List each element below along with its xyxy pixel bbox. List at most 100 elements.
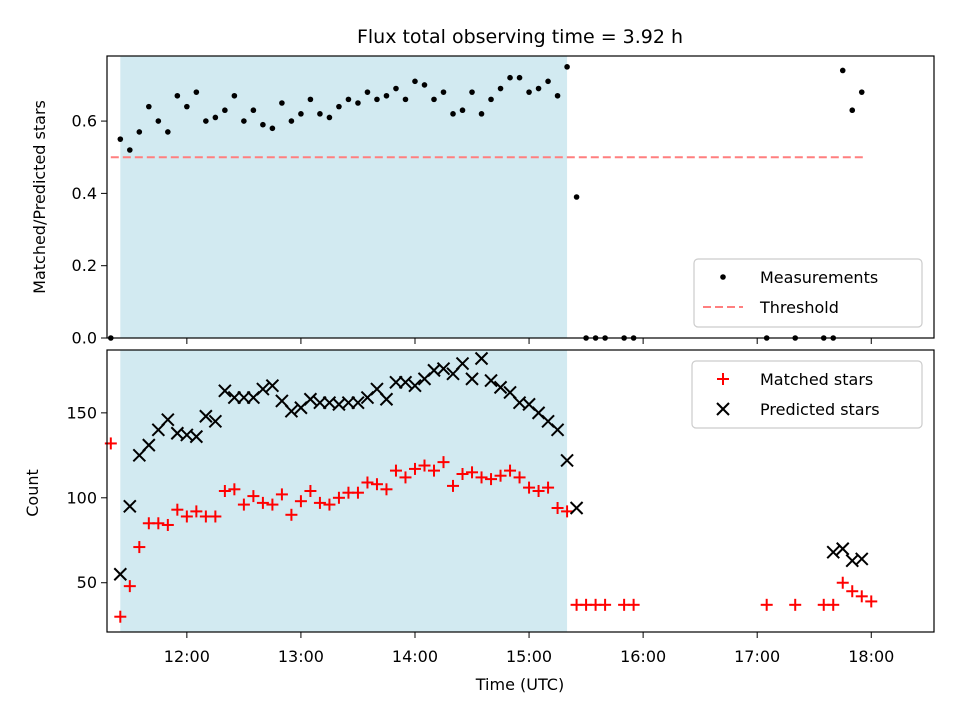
measurement-point xyxy=(516,74,523,81)
matched-stars-point xyxy=(551,501,564,514)
measurement-point xyxy=(554,92,561,99)
x-tick-label: 18:00 xyxy=(848,647,894,666)
matched-stars-point xyxy=(123,580,136,593)
matched-stars-point xyxy=(523,481,536,494)
shaded-interval xyxy=(120,56,568,338)
matched-stars-point xyxy=(627,598,640,611)
predicted-stars-point xyxy=(379,392,394,406)
bottom-panel-frame xyxy=(106,349,935,633)
matched-stars-point xyxy=(237,498,250,511)
matched-stars-point xyxy=(437,456,450,469)
matched-stars-point xyxy=(599,598,612,611)
legend-predicted-marker xyxy=(716,402,730,416)
bottom-shaded-interval-layer xyxy=(120,350,568,632)
measurement-point xyxy=(212,114,219,121)
legend-matched-marker xyxy=(717,373,729,385)
bottom-x-ticks: 12:00 13:00 14:00 15:00 16:00 17:00 18:00 xyxy=(164,632,894,666)
matched-stars-point xyxy=(494,469,507,482)
measurement-point xyxy=(326,114,333,121)
matched-stars-point xyxy=(836,576,849,589)
predicted-stars-point xyxy=(161,412,175,427)
matched-stars-point xyxy=(456,468,469,481)
matched-stars-point xyxy=(408,462,421,475)
top-shaded-interval-layer xyxy=(120,56,568,338)
matched-stars-point xyxy=(760,598,773,611)
measurement-point xyxy=(203,118,209,124)
top-legend: Measurements Threshold xyxy=(693,258,923,328)
measurement-point xyxy=(222,107,228,114)
measurement-point xyxy=(412,78,418,85)
matched-stars-point xyxy=(304,485,317,497)
measurement-point xyxy=(469,89,475,95)
matched-stars-point xyxy=(789,598,802,611)
y-tick-label: 0.2 xyxy=(72,256,97,275)
x-tick-label: 16:00 xyxy=(620,647,666,666)
measurement-point xyxy=(374,96,380,103)
top-legend-box xyxy=(693,258,923,328)
matched-stars-point xyxy=(380,483,393,496)
matched-stars-point xyxy=(285,508,298,521)
legend-measurements-label: Measurements xyxy=(760,268,878,287)
matched-stars-point xyxy=(209,510,222,523)
predicted-stars-point xyxy=(389,375,403,389)
y-tick-label: 0.4 xyxy=(72,184,97,203)
measurement-point xyxy=(250,107,257,114)
x-tick-label: 13:00 xyxy=(278,647,324,666)
measurement-point xyxy=(127,147,133,153)
bottom-y-ticks: 50 100 150 xyxy=(66,403,107,592)
measurement-point xyxy=(155,118,162,124)
measurement-point xyxy=(440,89,447,95)
top-y-ticks: 0.0 0.2 0.4 0.6 xyxy=(72,112,107,348)
matched-stars-point xyxy=(447,479,460,492)
predicted-stars-point xyxy=(113,567,128,581)
predicted-stars-point xyxy=(855,552,869,566)
matched-stars-point xyxy=(180,510,193,523)
top-panel: 0.0 0.2 0.4 0.6 Matched/Predicted stars Mea… xyxy=(30,55,935,348)
measurement-point xyxy=(364,89,371,95)
matched-stars-point xyxy=(532,485,545,497)
y-tick-label: 0.6 xyxy=(72,112,97,131)
predicted-stars-point xyxy=(189,429,204,444)
bottom-legend: Matched stars Predicted stars xyxy=(691,360,923,429)
top-y-axis-label: Matched/Predicted stars xyxy=(30,100,49,294)
predicted-stars-point xyxy=(227,390,242,405)
predicted-stars-point xyxy=(836,542,850,556)
matched-stars-point xyxy=(161,518,174,531)
matched-stars-point xyxy=(466,466,479,479)
predicted-stars-point xyxy=(218,384,232,398)
matched-stars-point xyxy=(865,595,878,608)
matched-stars-point xyxy=(323,498,336,511)
predicted-stars-point xyxy=(826,545,840,559)
matched-stars-point xyxy=(846,585,859,598)
measurement-point xyxy=(279,100,285,106)
matched-stars-point xyxy=(332,491,345,504)
predicted-stars-point xyxy=(303,392,318,406)
matched-stars-point xyxy=(114,610,127,623)
matched-stars-point xyxy=(152,517,165,530)
matched-stars-point xyxy=(561,505,574,518)
matched-stars-point xyxy=(266,498,279,511)
predicted-stars-point xyxy=(142,438,156,452)
measurement-point xyxy=(288,118,295,124)
matched-stars-point xyxy=(133,541,146,554)
measurement-point xyxy=(317,111,323,117)
measurement-point xyxy=(231,92,238,99)
measurement-point xyxy=(136,129,143,135)
predicted-stars-point xyxy=(341,395,356,410)
matched-stars-point xyxy=(190,505,203,518)
predicted-stars-point xyxy=(569,501,584,515)
measurement-point xyxy=(507,74,513,81)
predicted-stars-point xyxy=(398,375,413,389)
predicted-stars-point xyxy=(436,361,451,376)
measurement-point xyxy=(402,96,409,103)
measurement-point xyxy=(336,103,342,110)
measurement-point xyxy=(117,136,124,142)
x-tick-label: 14:00 xyxy=(392,647,438,666)
measurements-points xyxy=(108,64,865,341)
matched-stars-point xyxy=(294,495,307,508)
measurement-point xyxy=(393,85,399,92)
x-axis-label: Time (UTC) xyxy=(475,675,564,694)
matched-stars-point xyxy=(171,503,184,516)
shaded-interval xyxy=(120,350,568,632)
